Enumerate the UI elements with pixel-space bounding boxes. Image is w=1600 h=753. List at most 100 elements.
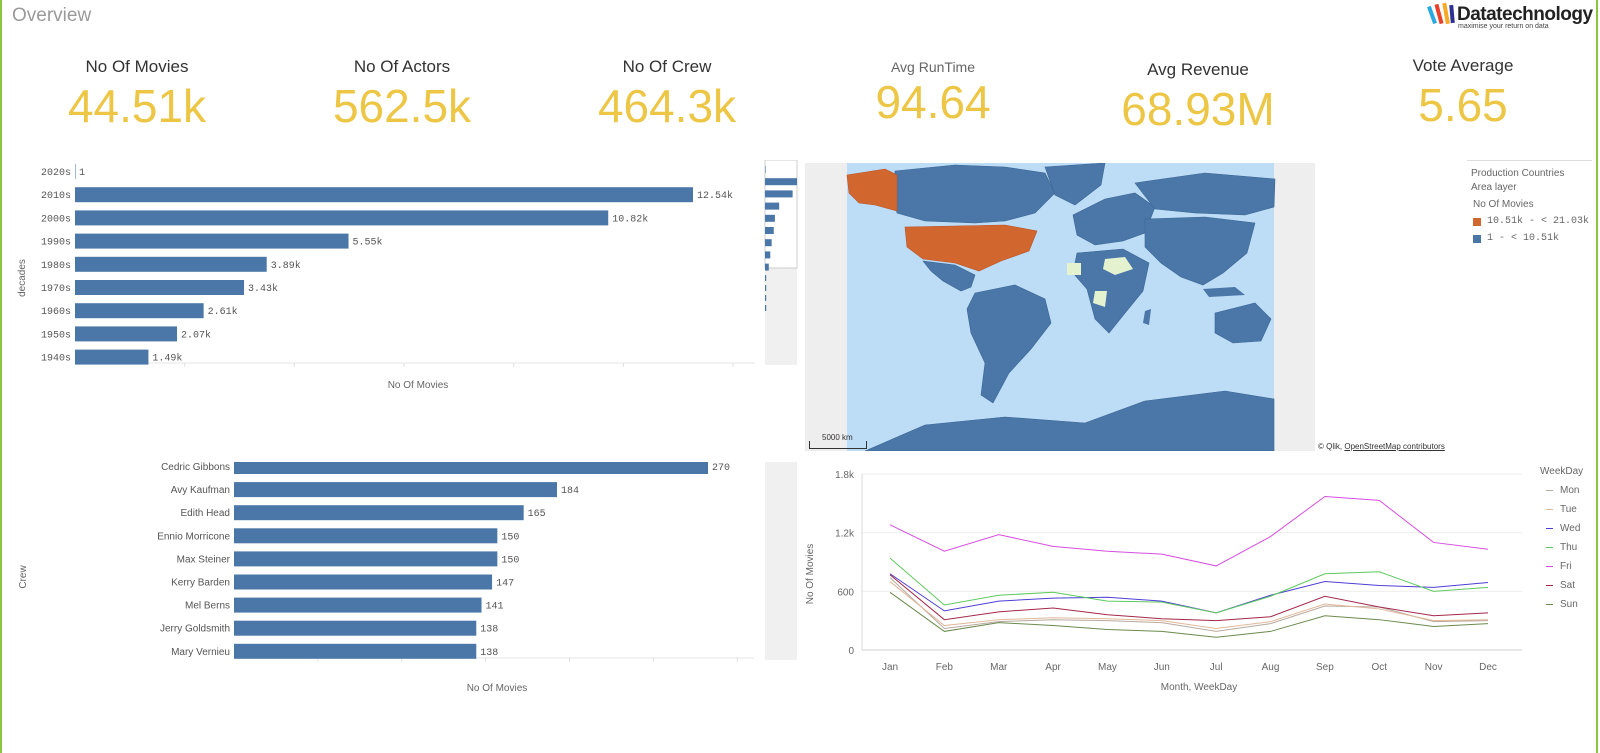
map-legend-item[interactable]: 1 - < 10.51k <box>1467 233 1592 244</box>
decades-dimension[interactable]: decades <box>17 259 28 297</box>
category-label[interactable]: 1960s <box>41 307 71 318</box>
kpi-label: Avg Revenue <box>1147 60 1249 79</box>
map-country-australia[interactable] <box>1214 302 1272 344</box>
bar[interactable] <box>75 280 245 295</box>
decades-mini-chart-scrollbar[interactable] <box>764 160 798 365</box>
mini-bar <box>765 178 797 186</box>
category-label[interactable]: 1970s <box>41 284 71 295</box>
map-country-indonesia[interactable] <box>1203 287 1245 297</box>
bar-value-label: 1 <box>79 168 85 179</box>
series-line-mon[interactable] <box>889 577 1489 632</box>
line-x-ticks: Jan Feb Mar Apr May Jun Jul Aug Sep Oct Nov Dec <box>882 662 1497 673</box>
map-attribution-link[interactable]: OpenStreetMap contributors <box>1344 442 1445 451</box>
map-country-alaska[interactable] <box>846 168 898 212</box>
map-country-canada[interactable] <box>892 164 1056 224</box>
category-label[interactable]: 1980s <box>41 261 71 272</box>
crew-mini-chart-scrollbar[interactable] <box>765 462 797 660</box>
category-label[interactable]: Max Steiner <box>177 554 231 565</box>
bar[interactable] <box>234 643 477 659</box>
series-line-sun[interactable] <box>889 591 1489 638</box>
legend-line-swatch <box>1546 604 1553 605</box>
bar[interactable] <box>75 164 76 179</box>
crew-dimension[interactable]: Crew <box>18 565 29 589</box>
line-y-ticks: 0 600 1.2k 1.8k <box>835 470 855 657</box>
kpi-no-of-movies[interactable]: No Of Movies 44.51k <box>22 56 252 134</box>
bar[interactable] <box>75 187 693 203</box>
weekday-legend-item[interactable]: Sat <box>1540 580 1583 591</box>
mini-bar <box>765 166 766 173</box>
map-country-madagascar[interactable] <box>1143 309 1151 325</box>
bar[interactable] <box>75 233 349 249</box>
category-label[interactable]: Mel Berns <box>185 601 230 612</box>
bar[interactable] <box>75 326 178 342</box>
crew-bar-chart[interactable]: Crew Cedric Gibbons 270 Avy Kaufman 184 Edit… <box>8 462 798 697</box>
weekday-line-chart[interactable]: Jan Feb Mar Apr May Jun Jul Aug Sep Oct Nov Dec 0 60… <box>800 462 1540 694</box>
map-country-greenland[interactable] <box>1044 163 1106 206</box>
map-country-south-america[interactable] <box>966 284 1052 404</box>
x-tick-label: Jul <box>1210 662 1223 673</box>
kpi-avg-runtime[interactable]: Avg RunTime 94.64 <box>818 56 1048 126</box>
sheet-title: Overview <box>12 5 92 26</box>
bar[interactable] <box>234 482 558 498</box>
series-line-sat[interactable] <box>889 574 1489 622</box>
kpi-no-of-actors[interactable]: No Of Actors 562.5k <box>287 56 517 134</box>
kpi-avg-revenue[interactable]: Avg Revenue 68.93M <box>1083 59 1313 137</box>
series-line-fri[interactable] <box>889 495 1489 567</box>
kpi-vote-average[interactable]: Vote Average 5.65 <box>1348 55 1578 133</box>
bar[interactable] <box>234 551 498 567</box>
category-label[interactable]: Cedric Gibbons <box>161 462 230 473</box>
bar[interactable] <box>234 462 708 474</box>
bar[interactable] <box>234 574 493 590</box>
bar[interactable] <box>75 349 149 365</box>
legend-item-label: Sun <box>1560 599 1578 610</box>
category-label[interactable]: Ennio Morricone <box>157 531 230 542</box>
category-label[interactable]: Mary Vernieu <box>171 647 230 658</box>
category-label[interactable]: 1950s <box>41 330 71 341</box>
weekday-legend-item[interactable]: Thu <box>1540 542 1583 553</box>
bar[interactable] <box>234 528 498 544</box>
map-legend-item[interactable]: 10.51k - < 21.03k <box>1467 216 1592 227</box>
map-country-russia[interactable] <box>1134 172 1276 216</box>
bar[interactable] <box>234 505 524 521</box>
legend-line-swatch <box>1546 547 1553 548</box>
category-label[interactable]: 2010s <box>41 191 71 202</box>
category-label[interactable]: Avy Kaufman <box>171 485 230 496</box>
category-label[interactable]: 2000s <box>41 214 71 225</box>
y-tick-label: 600 <box>837 587 854 598</box>
map-country-mexico[interactable] <box>922 260 976 292</box>
bar-value-label: 2.61k <box>208 306 238 318</box>
weekday-legend-item[interactable]: Wed <box>1540 523 1583 534</box>
bar-value-label: 150 <box>501 555 519 566</box>
legend-line-swatch <box>1546 566 1553 567</box>
kpi-no-of-crew[interactable]: No Of Crew 464.3k <box>552 56 782 134</box>
mini-chart-thumb[interactable] <box>764 160 798 269</box>
decades-bar-chart[interactable]: decades 2020s 1 2010s 12.54k 2000s 10.82k 1990… <box>8 160 798 395</box>
bar-value-label: 141 <box>486 602 504 613</box>
world-map[interactable] <box>805 163 1315 451</box>
weekday-legend-item[interactable]: Fri <box>1540 561 1583 572</box>
category-label[interactable]: Edith Head <box>181 508 230 519</box>
series-line-tue[interactable] <box>889 581 1489 629</box>
category-label[interactable]: 1990s <box>41 238 71 249</box>
map-legend-title: Production Countries <box>1471 168 1565 179</box>
map-country-usa[interactable] <box>904 224 1038 272</box>
kpi-value: 464.3k <box>597 80 737 132</box>
bar[interactable] <box>75 210 609 226</box>
weekday-legend-item[interactable]: Mon <box>1540 485 1583 496</box>
weekday-legend-item[interactable]: Tue <box>1540 504 1583 515</box>
category-label[interactable]: Kerry Barden <box>171 578 230 589</box>
bar[interactable] <box>234 620 477 636</box>
weekday-legend-item[interactable]: Sun <box>1540 599 1583 610</box>
map-country-asia[interactable] <box>1144 216 1256 286</box>
category-label[interactable]: 2020s <box>41 168 71 179</box>
series-line-thu[interactable] <box>889 557 1489 614</box>
bar[interactable] <box>75 256 267 272</box>
category-label[interactable]: 1940s <box>41 354 71 365</box>
mini-chart-track[interactable] <box>765 462 797 660</box>
legend-item-label: Sat <box>1560 580 1576 591</box>
bar[interactable] <box>75 303 204 319</box>
bar-value-label: 138 <box>480 648 498 659</box>
bar[interactable] <box>234 597 482 613</box>
category-label[interactable]: Jerry Goldsmith <box>160 624 230 635</box>
legend-item-label: Mon <box>1560 485 1580 496</box>
